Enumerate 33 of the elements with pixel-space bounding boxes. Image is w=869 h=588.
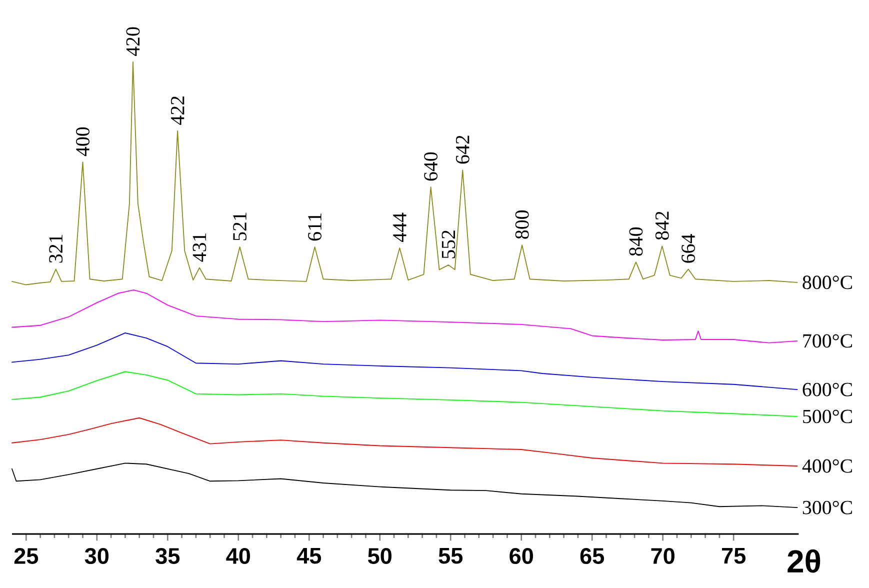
annotation: 800	[515, 210, 529, 239]
annotation: 431	[192, 234, 206, 262]
series-label: 300°C	[802, 500, 852, 514]
x-tick-label: 70	[651, 548, 674, 564]
annotation: 640	[424, 152, 438, 181]
x-tick-label: 75	[722, 548, 746, 564]
x-tick-label: 40	[226, 548, 250, 564]
series-label: 500°C	[803, 410, 852, 424]
series-label: 700°C	[803, 334, 852, 348]
x-tick-label: 25	[14, 548, 38, 564]
annotation: 842	[655, 212, 669, 240]
series-label: 400°C	[802, 459, 852, 473]
annotation: 664	[682, 234, 695, 263]
annotation: 420	[126, 27, 140, 56]
annotation: 400	[76, 127, 90, 156]
x-tick-label: 55	[438, 548, 463, 564]
x-tick-label: 30	[84, 548, 109, 564]
annotation: 321	[49, 234, 63, 263]
annotation: 611	[308, 213, 322, 241]
annotation: 444	[393, 212, 406, 242]
annotation: 552	[442, 230, 456, 258]
x-tick-label: 60	[510, 548, 533, 564]
x-tick-label: 45	[296, 548, 322, 564]
annotation: 642	[456, 136, 470, 164]
annotation: 840	[629, 227, 643, 256]
annotation: 422	[170, 96, 184, 125]
series-label: 800°C	[802, 276, 852, 290]
series-label: 600°C	[802, 382, 852, 396]
x-tick-label: 65	[580, 548, 604, 564]
annotation: 521	[233, 212, 246, 240]
x-tick-label: 35	[156, 548, 180, 564]
x-tick-label: 50	[368, 548, 392, 564]
x-axis-title: 2θ	[788, 549, 820, 573]
